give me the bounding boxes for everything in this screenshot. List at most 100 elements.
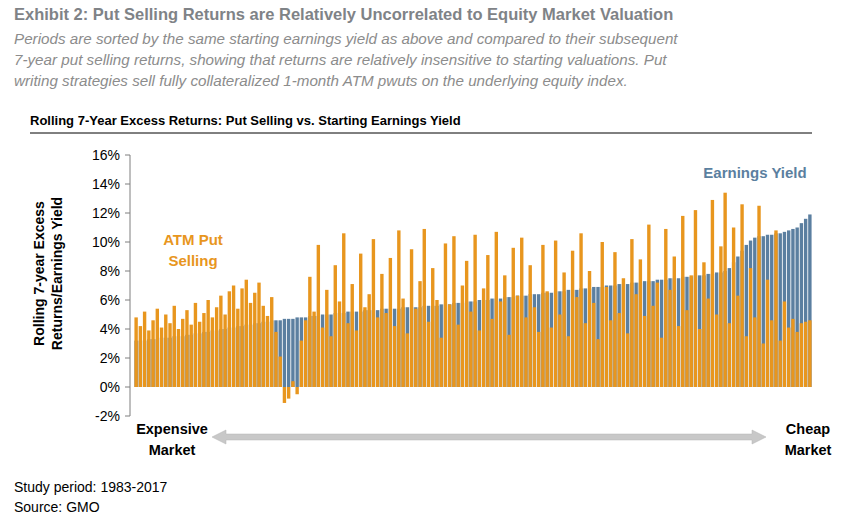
bar bbox=[673, 257, 676, 388]
bar bbox=[194, 303, 197, 387]
bar bbox=[732, 228, 735, 388]
bar bbox=[779, 341, 782, 387]
bar bbox=[384, 309, 387, 387]
bar bbox=[236, 309, 239, 387]
bar bbox=[537, 294, 540, 387]
bar bbox=[575, 290, 578, 387]
bar bbox=[550, 293, 553, 387]
bar bbox=[698, 329, 701, 387]
bar bbox=[329, 315, 332, 388]
bar bbox=[749, 241, 752, 387]
bar bbox=[134, 317, 137, 387]
bar bbox=[533, 307, 536, 387]
bar bbox=[427, 306, 430, 387]
bar bbox=[397, 230, 400, 387]
bar bbox=[541, 245, 544, 387]
bar bbox=[613, 252, 616, 387]
bar bbox=[533, 294, 536, 387]
y-tick bbox=[125, 416, 130, 417]
bar bbox=[626, 284, 629, 387]
bar bbox=[478, 330, 481, 387]
bar bbox=[791, 319, 794, 387]
bar bbox=[262, 306, 265, 387]
y-tick-label: 14% bbox=[92, 176, 120, 192]
bar bbox=[423, 229, 426, 387]
y-tick bbox=[125, 387, 130, 388]
bar bbox=[414, 309, 417, 387]
bar bbox=[558, 315, 561, 388]
bar bbox=[287, 319, 290, 387]
bar bbox=[321, 315, 324, 388]
bar bbox=[605, 286, 608, 388]
bar bbox=[274, 320, 277, 387]
series-label: Earnings Yield bbox=[703, 164, 806, 181]
bar bbox=[537, 332, 540, 387]
bar bbox=[245, 280, 248, 387]
subtitle: Periods are sorted by the same starting … bbox=[14, 30, 678, 47]
bar bbox=[609, 320, 612, 387]
bar bbox=[499, 301, 502, 387]
title: Exhibit 2: Put Selling Returns are Relat… bbox=[14, 5, 673, 23]
bar bbox=[198, 322, 201, 387]
y-label: Rolling 7-year ExcessReturns/Earnings Yi… bbox=[31, 197, 65, 350]
bar bbox=[770, 320, 773, 387]
bar bbox=[351, 284, 354, 387]
bar bbox=[304, 320, 307, 387]
bar bbox=[740, 204, 743, 387]
bar bbox=[503, 275, 506, 387]
chart: Exhibit 2: Put Selling Returns are Relat… bbox=[0, 0, 849, 521]
bar bbox=[249, 303, 252, 387]
bar bbox=[592, 287, 595, 387]
bar bbox=[685, 277, 688, 387]
bar bbox=[291, 319, 294, 387]
y-tick bbox=[125, 300, 130, 301]
bar bbox=[507, 335, 510, 387]
bars bbox=[134, 193, 811, 403]
bar bbox=[660, 280, 663, 387]
bar bbox=[787, 328, 790, 387]
bar bbox=[762, 344, 765, 388]
bar bbox=[584, 323, 587, 387]
bar bbox=[668, 290, 671, 387]
bar bbox=[681, 216, 684, 387]
bar bbox=[300, 341, 303, 387]
bar bbox=[499, 299, 502, 387]
bar bbox=[757, 206, 760, 387]
bar bbox=[728, 323, 731, 387]
bar bbox=[715, 315, 718, 388]
bar bbox=[808, 320, 811, 387]
bar bbox=[634, 294, 637, 387]
bar bbox=[728, 268, 731, 387]
bar bbox=[617, 284, 620, 387]
bar bbox=[719, 246, 722, 387]
bar bbox=[168, 323, 171, 387]
bar bbox=[795, 332, 798, 387]
bar bbox=[779, 233, 782, 387]
bar bbox=[147, 330, 150, 387]
bar bbox=[190, 325, 193, 387]
bar bbox=[219, 296, 222, 387]
y-tick-label: 16% bbox=[92, 147, 120, 163]
bar bbox=[435, 300, 438, 387]
bar bbox=[215, 307, 218, 387]
y-tick-label: 2% bbox=[100, 350, 120, 366]
bar bbox=[639, 259, 642, 387]
bar bbox=[393, 326, 396, 387]
bar bbox=[753, 317, 756, 387]
bar bbox=[749, 268, 752, 387]
bar bbox=[164, 315, 167, 388]
bar bbox=[181, 319, 184, 387]
bar bbox=[745, 245, 748, 387]
bar bbox=[440, 338, 443, 387]
bar bbox=[232, 286, 235, 388]
bar bbox=[253, 293, 256, 387]
bar bbox=[143, 312, 146, 387]
bar bbox=[427, 322, 430, 387]
bar bbox=[787, 230, 790, 387]
bar bbox=[177, 329, 180, 387]
bar bbox=[762, 236, 765, 387]
bar bbox=[257, 283, 260, 387]
bar bbox=[389, 258, 392, 387]
bar bbox=[596, 339, 599, 387]
bar bbox=[266, 316, 269, 387]
